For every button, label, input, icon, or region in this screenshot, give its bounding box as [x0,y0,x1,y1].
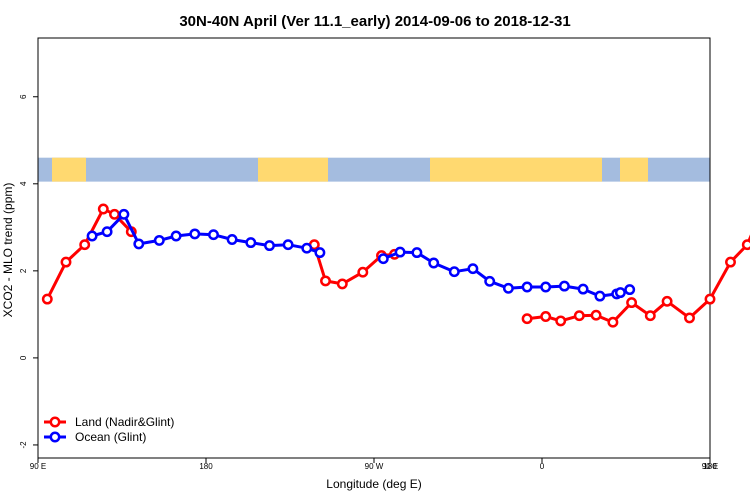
series-land-point [320,275,331,287]
series-ocean-point [521,281,533,293]
series-land-point [661,295,673,307]
series-land-point [725,256,736,268]
series-ocean-point [484,275,496,287]
series-ocean-point [189,228,201,240]
series-ocean-point [448,266,460,278]
legend: Land (Nadir&Glint) Ocean (Glint) [44,415,174,444]
series-land-point [644,310,656,322]
series-land-point [590,309,602,321]
series-land-point [704,293,716,305]
series-ocean-point [394,246,406,258]
series-land-point [97,203,109,215]
x-tick-label-3: 0 [540,462,545,471]
y-tick-label-1: 0 [19,355,28,360]
series-ocean-point [614,287,626,299]
map-ocean [38,157,710,182]
series-ocean-point [467,263,479,275]
series-ocean-point [101,226,113,238]
series-ocean-point [594,290,606,302]
series-ocean-point [540,281,552,293]
series-land-point [336,278,348,290]
series-ocean-point [411,247,423,259]
series-ocean-point [118,208,130,220]
series-land-point [109,208,120,220]
legend-label-land: Land (Nadir&Glint) [75,415,174,429]
series-land-point [521,313,533,325]
x-tick-label-2: 90 W [365,462,384,471]
series-ocean-point [428,257,440,269]
y-tick-label-0: -2 [19,441,28,449]
world-map-strip [38,157,710,182]
series-ocean-point [86,230,98,242]
series-ocean-point [314,247,326,259]
series-land-line-0 [45,207,133,300]
series-land-point [357,266,369,278]
series-land-point [41,293,53,305]
y-axis: -2 0 2 4 6 [19,94,38,449]
series-land-point [607,316,619,328]
legend-label-ocean: Ocean (Glint) [75,430,146,444]
map-land-1 [258,157,328,182]
series-ocean-point [377,253,389,265]
map-land-2 [430,157,602,182]
chart-title: 30N-40N April (Ver 11.1_early) 2014-09-0… [179,13,570,30]
series-land-point [79,239,91,251]
series-ocean-point [153,234,165,246]
x-axis-label: Longitude (deg E) [326,477,421,491]
series-ocean-point [558,280,570,292]
x-tick-label-5: 180 [703,462,717,471]
y-axis-label: XCO2 - MLO trend (ppm) [1,183,15,318]
series-ocean-point [282,239,294,251]
series-ocean-point [301,242,313,254]
map-land-3 [620,157,648,182]
series-ocean-point [264,240,275,252]
y-tick-label-3: 4 [19,181,28,186]
map-land-0 [52,157,86,182]
series-ocean-point [170,230,182,242]
y-tick-label-4: 6 [19,94,28,99]
series-ocean [86,208,636,302]
series-land-point [626,297,638,309]
series-land-point [573,310,585,322]
series-ocean-line-1 [382,250,631,298]
x-tick-label-4: 90 E [702,462,718,471]
series-ocean-point [502,282,514,294]
series-land-point [555,315,567,327]
series-land [41,203,750,328]
series-layer [41,203,750,328]
series-ocean-point [577,283,589,295]
series-land-point [540,311,552,322]
series-ocean-point [624,284,636,296]
legend-marker-land [49,416,61,428]
series-land-point [684,312,695,324]
series-land-line-2 [526,234,750,324]
x-tick-label-0: 90 E [30,462,46,471]
series-ocean-point [245,237,257,249]
series-land-point [60,256,72,268]
series-ocean-point [133,238,145,250]
series-ocean-point [226,234,238,245]
x-tick-label-1: 180 [199,462,213,471]
y-tick-label-2: 2 [19,268,28,273]
series-land-point [741,239,750,251]
legend-marker-ocean [49,431,61,443]
series-ocean-point [208,229,219,241]
